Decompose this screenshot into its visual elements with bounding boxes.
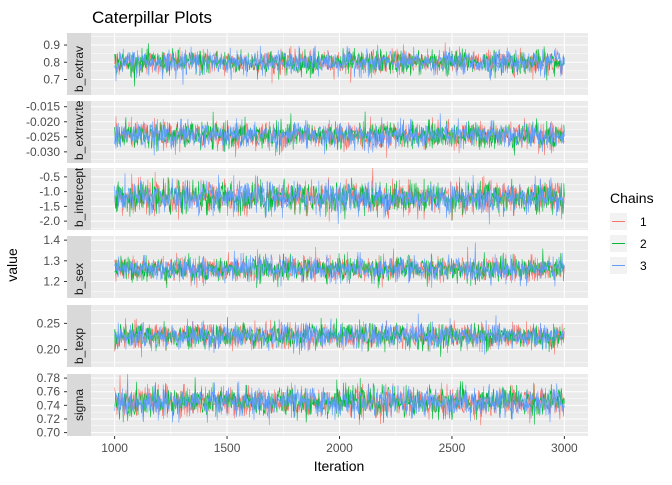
strip-label: sigma: [72, 389, 86, 421]
trace-chain-3: [114, 373, 565, 423]
legend-title: Chains: [610, 190, 654, 206]
y-tick-label: -0.020: [26, 115, 60, 129]
trace-chain-1: [114, 318, 565, 355]
y-tick-label: 0.76: [37, 385, 61, 399]
strip-background: [67, 374, 91, 436]
y-tick-label: 0.72: [37, 412, 61, 426]
x-tick-label: 3000: [551, 441, 578, 455]
strip-background: [67, 168, 91, 230]
y-tick-label: -2.0: [39, 214, 60, 228]
panel-b-extrav-texp: b_extrav:texp -0.030-0.025-0.020-0.015: [26, 88, 588, 163]
y-tick-label: -0.5: [39, 170, 60, 184]
y-tick-label: -0.025: [26, 130, 60, 144]
trace-chain-3: [114, 242, 565, 288]
legend: Chains 1 2 3: [610, 190, 654, 274]
x-tick-label: 1000: [101, 441, 128, 455]
legend-item-3: 3: [610, 257, 647, 274]
y-tick-label: 0.9: [43, 38, 60, 52]
y-tick-label: 0.25: [37, 316, 61, 330]
panel-sigma: sigma 0.700.720.740.760.78: [37, 371, 588, 440]
legend-label: 3: [640, 259, 647, 273]
x-tick-label: 2000: [326, 441, 353, 455]
legend-label: 2: [640, 237, 647, 251]
x-axis: 1000 1500 2000 2500 3000: [101, 436, 578, 455]
panel-b-intercept: b_intercept -2.0-1.5-1.0-0.5: [39, 167, 588, 230]
y-axis-label: value: [4, 248, 20, 282]
y-tick-label: 0.7: [43, 73, 60, 87]
legend-item-1: 1: [610, 213, 647, 230]
legend-item-2: 2: [610, 235, 647, 252]
legend-label: 1: [640, 215, 647, 229]
y-tick-label: -1.0: [39, 185, 60, 199]
strip-background: [67, 33, 91, 95]
x-tick-label: 2500: [439, 441, 466, 455]
y-tick-label: 0.8: [43, 55, 60, 69]
y-tick-label: 0.20: [37, 343, 61, 357]
chart-title: Caterpillar Plots: [92, 8, 212, 27]
panel-b-sex: b_sex 1.2 1.3 1.4: [43, 233, 588, 298]
y-tick-label: 1.3: [43, 254, 60, 268]
trace-chain-3: [114, 44, 565, 85]
panel-b-extrav: b_extrav 0.7 0.8 0.9: [43, 33, 588, 95]
strip-label: b_texp: [72, 328, 86, 364]
strip-label: b_intercept: [72, 167, 86, 227]
trace-chain-3: [114, 113, 565, 157]
panel-b-texp: b_texp 0.20 0.25: [37, 305, 588, 367]
y-tick-label: -0.030: [26, 145, 60, 159]
strip-label: b_extrav: [72, 46, 86, 92]
strip-background: [67, 305, 91, 367]
strip-background: [67, 236, 91, 298]
x-tick-label: 1500: [214, 441, 241, 455]
strip-background: [67, 101, 91, 163]
y-tick-label: 1.4: [43, 233, 60, 247]
y-tick-label: -0.015: [26, 100, 60, 114]
y-tick-label: -1.5: [39, 199, 60, 213]
y-tick-label: 0.70: [37, 426, 61, 440]
x-axis-label: Iteration: [314, 458, 365, 474]
trace-chain-3: [114, 313, 565, 358]
trace-chain-3: [114, 173, 565, 225]
y-tick-label: 0.78: [37, 371, 61, 385]
y-tick-label: 1.2: [43, 274, 60, 288]
strip-label: b_sex: [72, 263, 86, 295]
y-tick-label: 0.74: [37, 398, 61, 412]
strip-label: b_extrav:texp: [72, 88, 86, 160]
facet-panels: b_extrav0.70.80.9b_extrav:texp-0.030-0.0…: [26, 33, 588, 440]
